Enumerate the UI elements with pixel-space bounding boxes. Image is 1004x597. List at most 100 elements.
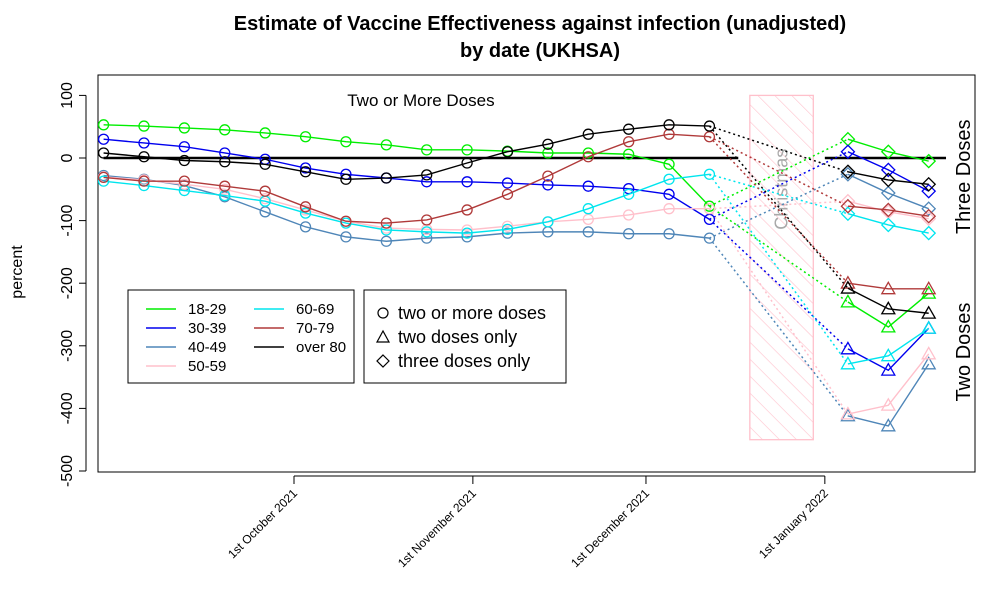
triangle-marker: [840, 408, 856, 422]
diamond-marker: [921, 176, 937, 192]
triangle-marker: [840, 341, 856, 355]
line-two-or-more: [103, 176, 710, 231]
circle-marker: [178, 122, 191, 134]
triangle-marker: [880, 319, 896, 333]
connector-two-doses: [708, 208, 849, 415]
connector-three-doses: [709, 173, 849, 215]
christmas-rect: [749, 94, 814, 441]
circle-marker: [421, 169, 433, 181]
circle-marker: [97, 119, 110, 131]
line-two-or-more: [103, 124, 710, 207]
legend-label: 50-59: [188, 358, 226, 375]
y-tick-label: -300: [59, 330, 76, 362]
circle-marker: [178, 178, 191, 190]
triangle-marker: [921, 356, 937, 370]
circle-marker: [703, 232, 716, 244]
circle-marker: [663, 203, 675, 215]
legend-diamond-icon: [376, 354, 390, 368]
triangle-marker: [880, 348, 896, 362]
annotation-two-doses: Two Doses: [953, 303, 975, 402]
line-two-or-more: [103, 124, 710, 180]
circle-marker: [461, 157, 473, 169]
circle-marker: [623, 209, 635, 221]
connector-two-doses: [709, 205, 849, 303]
chart-title: Estimate of Vaccine Effectiveness agains…: [234, 13, 846, 35]
circle-marker: [340, 215, 352, 227]
circle-marker: [582, 180, 594, 192]
circle-marker: [703, 203, 716, 215]
circle-marker: [259, 185, 271, 197]
circle-marker: [259, 127, 271, 139]
circle-marker: [501, 177, 514, 189]
legend-label: three doses only: [398, 351, 530, 371]
circle-marker: [461, 227, 473, 239]
line-three-only: [847, 138, 929, 162]
circle-marker: [97, 147, 110, 159]
connector-two-doses: [708, 136, 849, 284]
line-two-only: [847, 353, 930, 415]
circle-marker: [138, 175, 150, 187]
circle-marker: [501, 146, 514, 158]
circle-marker: [582, 128, 594, 140]
circle-marker: [663, 188, 675, 200]
circle-marker: [623, 136, 635, 148]
circle-marker: [421, 226, 433, 238]
y-tick-label: -400: [59, 392, 76, 424]
diamond-marker: [880, 217, 896, 233]
y-axis: 100 0 -100 -200 -300 -400 -500: [59, 82, 87, 487]
circle-marker: [461, 176, 473, 188]
diamond-marker: [921, 208, 937, 224]
dotted-connectors: [708, 125, 849, 417]
line-two-only: [847, 282, 929, 290]
legend-label: 18-29: [188, 301, 226, 318]
circle-marker: [97, 171, 110, 184]
series-70-79: [97, 128, 937, 295]
circle-marker: [421, 176, 433, 188]
christmas-band: Christmas: [749, 94, 814, 441]
circle-marker: [178, 141, 191, 153]
circle-marker: [219, 156, 231, 168]
triangle-marker: [840, 356, 856, 370]
line-two-or-more: [103, 174, 710, 242]
circle-marker: [501, 223, 514, 236]
diamond-marker: [880, 202, 896, 218]
series-60-69: [97, 168, 937, 370]
circle-marker: [380, 139, 392, 151]
circle-marker: [582, 151, 594, 163]
annotation-two-or-more-doses: Two or More Doses: [347, 91, 494, 110]
circle-marker: [380, 217, 392, 229]
circle-marker: [623, 148, 635, 160]
diamond-marker: [840, 164, 856, 180]
line-three-only: [847, 151, 930, 192]
triangle-marker: [840, 280, 856, 294]
circle-marker: [703, 120, 716, 132]
circle-marker: [461, 224, 473, 236]
circle-marker: [178, 175, 191, 187]
triangle-marker: [880, 281, 896, 295]
y-tick-label: -500: [59, 455, 76, 487]
line-two-only: [847, 327, 930, 372]
circle-marker: [340, 136, 352, 148]
legend-label: two doses only: [398, 327, 517, 347]
line-two-only: [847, 292, 930, 328]
circle-marker: [97, 133, 110, 145]
diamond-marker: [921, 211, 937, 227]
circle-marker: [663, 119, 675, 131]
circle-marker: [542, 138, 554, 150]
circle-marker: [299, 166, 312, 178]
circle-marker: [299, 221, 312, 233]
connector-three-doses: [709, 151, 849, 221]
circle-marker: [623, 188, 635, 200]
diamond-marker: [840, 198, 856, 214]
circle-marker: [299, 204, 312, 216]
legend-label: 60-69: [296, 301, 334, 318]
y-tick-label: -200: [59, 267, 76, 299]
triangle-marker: [921, 285, 937, 299]
circle-marker: [380, 224, 392, 236]
circle-marker: [542, 170, 554, 182]
legend-label: over 80: [296, 339, 346, 356]
circle-marker: [623, 228, 635, 240]
diamond-marker: [880, 185, 896, 201]
diamond-marker: [880, 172, 896, 188]
circle-marker: [138, 151, 150, 163]
